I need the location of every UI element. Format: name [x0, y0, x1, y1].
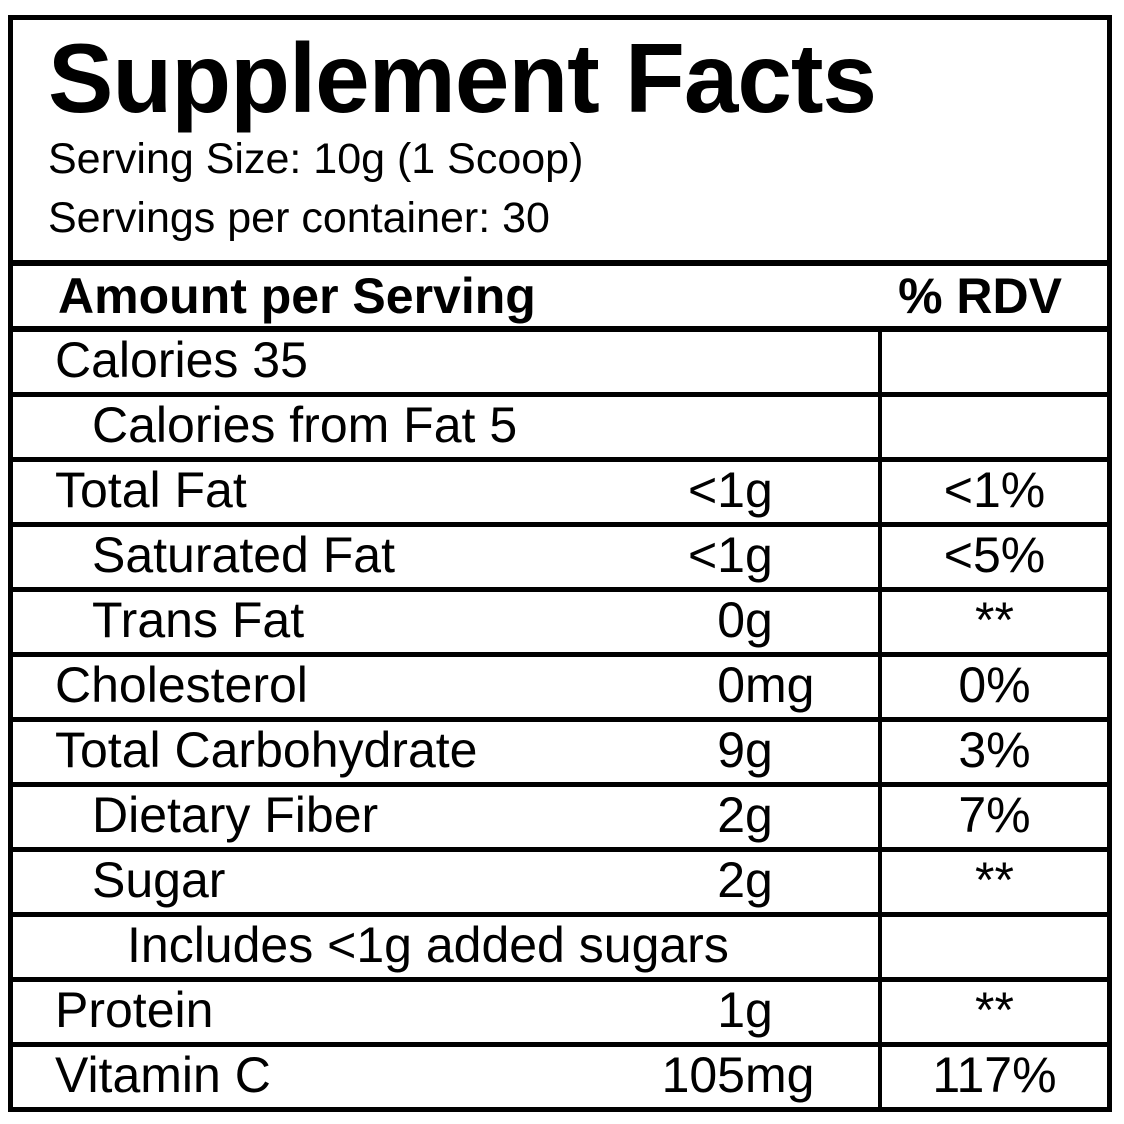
- table-row: Total Carbohydrate 9 g 3%: [13, 722, 1107, 787]
- table-row: Trans Fat 0 g **: [13, 592, 1107, 657]
- label-title: Supplement Facts: [48, 23, 877, 133]
- nutrient-amount-unit: g: [745, 462, 773, 518]
- serving-size-text: Serving Size: 10g (1 Scoop): [48, 135, 584, 183]
- nutrient-amount-value: 0: [717, 657, 745, 713]
- nutrient-cell: Calories from Fat 5: [13, 397, 878, 457]
- nutrient-amount-unit: g: [745, 852, 773, 908]
- nutrient-amount-value: <1: [687, 462, 745, 518]
- nutrient-amount-unit: mg: [745, 657, 815, 713]
- label-title-block: Supplement Facts Serving Size: 10g (1 Sc…: [13, 20, 1107, 266]
- rdv-cell: **: [878, 592, 1107, 652]
- rdv-cell: <1%: [878, 462, 1107, 522]
- servings-per-container-text: Servings per container: 30: [48, 194, 550, 242]
- rdv-cell: [878, 332, 1107, 392]
- nutrient-cell: Total Fat <1 g: [13, 462, 878, 522]
- nutrient-amount-value: 2: [717, 787, 745, 843]
- nutrient-cell: Protein 1 g: [13, 982, 878, 1042]
- table-row: Includes <1g added sugars: [13, 917, 1107, 982]
- table-row: Saturated Fat <1 g <5%: [13, 527, 1107, 592]
- nutrient-amount-unit: g: [745, 527, 773, 583]
- nutrient-cell: Cholesterol 0 mg: [13, 657, 878, 717]
- nutrient-cell: Saturated Fat <1 g: [13, 527, 878, 587]
- nutrient-amount-unit: g: [745, 722, 773, 778]
- nutrient-name: Calories from Fat 5: [92, 397, 518, 453]
- rdv-cell: [878, 397, 1107, 457]
- rdv-cell: **: [878, 982, 1107, 1042]
- nutrient-name: Sugar: [92, 852, 226, 908]
- table-row: Dietary Fiber 2 g 7%: [13, 787, 1107, 852]
- nutrient-name: Trans Fat: [92, 592, 305, 648]
- nutrient-name: Protein: [55, 982, 214, 1038]
- nutrient-name: Cholesterol: [55, 657, 308, 713]
- nutrient-amount-value: <1: [687, 527, 745, 583]
- nutrient-amount-value: 2: [717, 852, 745, 908]
- table-row: Total Fat <1 g <1%: [13, 462, 1107, 527]
- table-row: Vitamin C 105 mg 117%: [13, 1047, 1107, 1107]
- rdv-cell: **: [878, 852, 1107, 912]
- nutrient-cell: Total Carbohydrate 9 g: [13, 722, 878, 782]
- nutrient-amount-unit: g: [745, 592, 773, 648]
- nutrient-name: Dietary Fiber: [92, 787, 379, 843]
- nutrient-amount-unit: g: [745, 982, 773, 1038]
- nutrient-amount-unit: g: [745, 787, 773, 843]
- rdv-cell: <5%: [878, 527, 1107, 587]
- nutrient-cell: Vitamin C 105 mg: [13, 1047, 878, 1107]
- nutrient-cell: Trans Fat 0 g: [13, 592, 878, 652]
- table-row: Sugar 2 g **: [13, 852, 1107, 917]
- table-row: Cholesterol 0 mg 0%: [13, 657, 1107, 722]
- table-row: Protein 1 g **: [13, 982, 1107, 1047]
- nutrient-name: Total Fat: [55, 462, 247, 518]
- rdv-cell: 0%: [878, 657, 1107, 717]
- nutrient-amount-value: 9: [717, 722, 745, 778]
- nutrient-name: Calories 35: [55, 332, 308, 388]
- rdv-header: % RDV: [898, 268, 1062, 324]
- nutrient-cell: Includes <1g added sugars: [13, 917, 878, 977]
- nutrient-amount-value: 0: [717, 592, 745, 648]
- nutrient-amount-value: 105: [661, 1047, 745, 1103]
- rdv-cell: 7%: [878, 787, 1107, 847]
- nutrient-amount-unit: mg: [745, 1047, 815, 1103]
- nutrient-cell: Sugar 2 g: [13, 852, 878, 912]
- supplement-facts-label: Supplement Facts Serving Size: 10g (1 Sc…: [8, 15, 1112, 1112]
- table-row: Calories from Fat 5: [13, 397, 1107, 462]
- nutrient-cell: Calories 35: [13, 332, 878, 392]
- amount-per-serving-header: Amount per Serving: [58, 268, 536, 324]
- nutrient-name: Includes <1g added sugars: [127, 917, 729, 973]
- table-column-header: Amount per Serving % RDV: [13, 266, 1107, 332]
- table-row: Calories 35: [13, 332, 1107, 397]
- rdv-cell: 117%: [878, 1047, 1107, 1107]
- nutrient-table-body: Calories 35 Calories from Fat 5 Total Fa…: [13, 332, 1107, 1107]
- rdv-cell: [878, 917, 1107, 977]
- rdv-cell: 3%: [878, 722, 1107, 782]
- nutrient-cell: Dietary Fiber 2 g: [13, 787, 878, 847]
- nutrient-name: Vitamin C: [55, 1047, 271, 1103]
- nutrient-name: Saturated Fat: [92, 527, 395, 583]
- nutrient-name: Total Carbohydrate: [55, 722, 478, 778]
- nutrient-amount-value: 1: [717, 982, 745, 1038]
